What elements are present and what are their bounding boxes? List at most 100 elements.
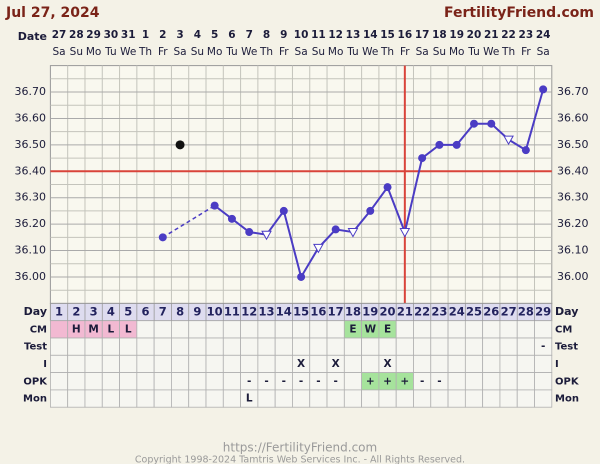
temperature-marker bbox=[503, 135, 514, 146]
row-cell bbox=[188, 372, 207, 391]
temperature-marker bbox=[313, 243, 324, 254]
row-cell bbox=[464, 389, 484, 408]
row-cell bbox=[222, 372, 241, 391]
row-cell-text: M bbox=[88, 323, 98, 335]
row-cell bbox=[153, 372, 172, 391]
temperature-marker bbox=[245, 228, 254, 237]
date-label: 7 bbox=[246, 29, 253, 41]
row-cell bbox=[136, 337, 155, 356]
row-cell bbox=[222, 320, 241, 339]
row-cell bbox=[84, 372, 103, 391]
row-cell bbox=[153, 337, 172, 356]
date-label: 12 bbox=[328, 29, 343, 41]
date-label: 1 bbox=[142, 29, 149, 41]
row-cell bbox=[534, 372, 553, 391]
row-cell bbox=[171, 389, 190, 408]
day-number: 21 bbox=[397, 305, 413, 319]
row-cell bbox=[499, 320, 518, 339]
weekday-label: Tu bbox=[104, 46, 116, 58]
row-cell-text: E bbox=[384, 323, 391, 335]
day-number: 7 bbox=[159, 305, 167, 319]
row-cell bbox=[464, 320, 484, 339]
row-label-right: OPK bbox=[555, 376, 580, 387]
temperature-marker bbox=[435, 140, 444, 149]
day-number: 23 bbox=[431, 305, 447, 319]
row-cell bbox=[378, 337, 397, 356]
row-cell bbox=[326, 337, 345, 356]
row-label: I bbox=[43, 359, 47, 370]
row-cell bbox=[516, 372, 535, 391]
date-label: 16 bbox=[398, 29, 413, 41]
row-cell bbox=[257, 320, 276, 339]
row-cell bbox=[222, 389, 241, 408]
y-tick-label-right: 36.60 bbox=[557, 111, 589, 124]
row-cell bbox=[534, 320, 553, 339]
row-cell bbox=[447, 354, 466, 373]
chart-date: Jul 27, 2024 bbox=[5, 5, 100, 21]
temperature-marker bbox=[331, 225, 340, 234]
row-cell bbox=[153, 320, 172, 339]
row-cell bbox=[222, 354, 241, 373]
weekday-label: Tu bbox=[225, 46, 237, 58]
row-cell bbox=[101, 337, 120, 356]
row-cell bbox=[67, 389, 86, 408]
row-cell-text: E bbox=[349, 323, 356, 335]
row-cell bbox=[292, 337, 311, 356]
row-cell bbox=[534, 389, 553, 408]
row-cell bbox=[534, 354, 553, 373]
row-cell bbox=[274, 337, 293, 356]
day-number: 22 bbox=[414, 305, 430, 319]
weekday-label: Th bbox=[259, 46, 273, 58]
weekday-label: Mo bbox=[207, 46, 222, 58]
row-cell bbox=[499, 389, 518, 408]
row-cell bbox=[188, 354, 207, 373]
day-number: 18 bbox=[345, 305, 361, 319]
row-cell bbox=[274, 320, 293, 339]
row-cell bbox=[84, 389, 103, 408]
row-cell bbox=[482, 372, 501, 391]
row-cell bbox=[171, 337, 190, 356]
day-number: 13 bbox=[259, 305, 275, 319]
row-cell bbox=[274, 389, 293, 408]
row-cell bbox=[447, 320, 466, 339]
row-cell bbox=[205, 337, 224, 356]
row-cell bbox=[430, 354, 449, 373]
temperature-marker bbox=[469, 119, 478, 128]
weekday-label: Th bbox=[380, 46, 394, 58]
date-label: 3 bbox=[176, 29, 183, 41]
date-label: 21 bbox=[484, 29, 499, 41]
weekday-label: Th bbox=[501, 46, 515, 58]
weekday-label: Fr bbox=[521, 46, 531, 58]
day-number: 27 bbox=[501, 305, 517, 319]
day-number: 12 bbox=[241, 305, 257, 319]
discarded-temperature bbox=[175, 140, 185, 150]
row-cell bbox=[482, 320, 501, 339]
date-label: 14 bbox=[363, 29, 378, 41]
day-number: 29 bbox=[535, 305, 551, 319]
day-number: 8 bbox=[176, 305, 184, 319]
row-cell bbox=[464, 372, 484, 391]
row-label-right: CM bbox=[555, 324, 572, 335]
date-label: 19 bbox=[449, 29, 464, 41]
row-cell-text: - bbox=[282, 375, 286, 387]
row-cell bbox=[516, 389, 535, 408]
y-tick-label: 36.50 bbox=[15, 138, 47, 151]
day-number: 5 bbox=[124, 305, 132, 319]
day-number: 14 bbox=[276, 305, 292, 319]
row-cell bbox=[205, 320, 224, 339]
temperature-marker bbox=[452, 140, 461, 149]
row-cell bbox=[343, 354, 363, 373]
row-cell bbox=[153, 389, 172, 408]
row-cell bbox=[50, 389, 69, 408]
weekday-label: Fr bbox=[158, 46, 168, 58]
row-cell bbox=[67, 372, 86, 391]
row-cell bbox=[67, 354, 86, 373]
row-cell bbox=[447, 337, 466, 356]
date-label: 28 bbox=[69, 29, 84, 41]
row-cell bbox=[499, 372, 518, 391]
date-label: 18 bbox=[432, 29, 447, 41]
weekday-label: We bbox=[241, 46, 257, 58]
row-cell bbox=[309, 389, 328, 408]
row-cell-text: L bbox=[246, 393, 253, 405]
row-cell bbox=[343, 337, 363, 356]
